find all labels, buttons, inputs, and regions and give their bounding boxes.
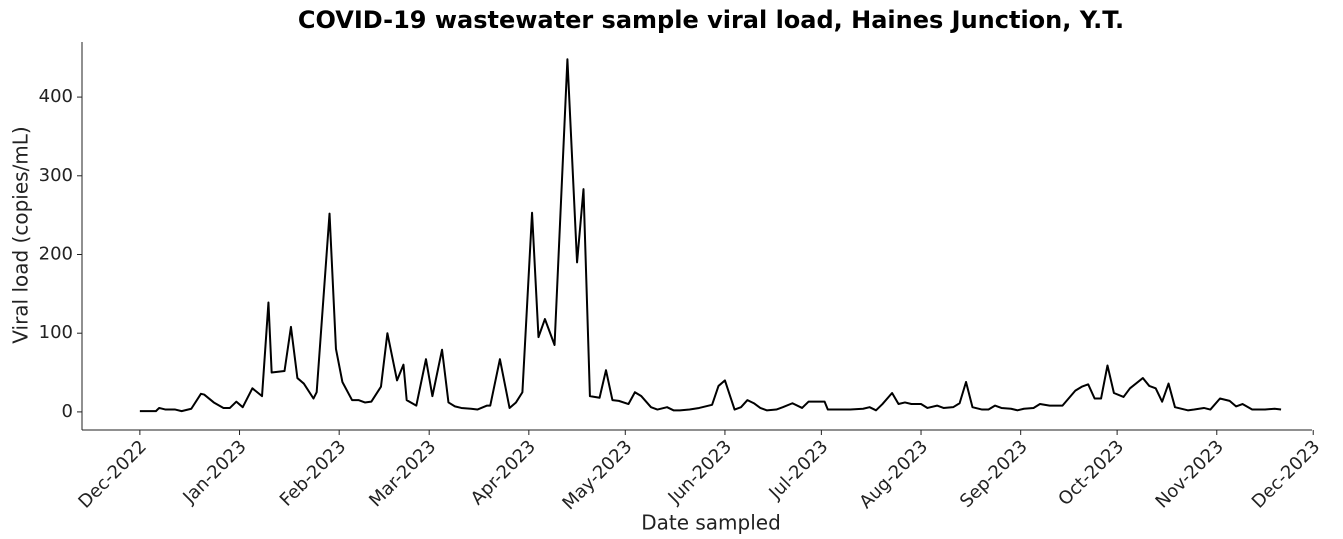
x-tick-label: Dec-2022: [74, 436, 150, 512]
x-tick-label: Nov-2023: [1152, 436, 1228, 512]
y-tick-label: 100: [39, 322, 73, 343]
line: [139, 58, 1282, 413]
y-tick-label: 400: [39, 86, 73, 107]
y-axis-label: Viral load (copies/mL): [9, 126, 33, 343]
x-tick-label: Jun-2023: [664, 436, 736, 508]
x-tick-label: Oct-2023: [1054, 436, 1128, 510]
y-tick-label: 0: [62, 401, 73, 422]
x-tick-label: Sep-2023: [956, 436, 1032, 512]
x-tick-label: May-2023: [558, 436, 636, 514]
x-tick-label: Aug-2023: [855, 436, 932, 513]
x-axis-label: Date sampled: [641, 511, 781, 535]
x-tick-label: Mar-2023: [365, 436, 440, 511]
x-tick-label: Apr-2023: [467, 436, 540, 509]
chart-title: COVID-19 wastewater sample viral load, H…: [298, 6, 1124, 34]
x-tick-label: Jul-2023: [765, 436, 833, 504]
x-tick-label: Dec-2023: [1248, 436, 1324, 512]
y-tick-label: 200: [39, 243, 73, 264]
x-tick-label: Feb-2023: [276, 436, 350, 510]
x-tick-label: Jan-2023: [178, 436, 250, 508]
y-tick-label: 300: [39, 165, 73, 186]
